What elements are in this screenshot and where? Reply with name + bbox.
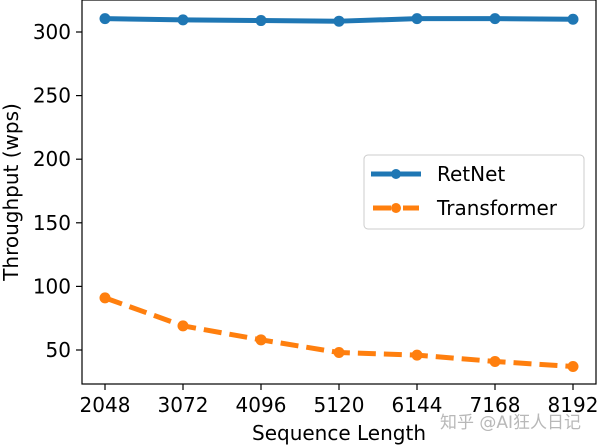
series-transformer: [99, 292, 579, 373]
legend-item-transformer: Transformer: [373, 196, 558, 220]
y-tick-label: 300: [33, 20, 71, 44]
x-tick-label: 3072: [158, 393, 209, 417]
legend-marker-transformer-icon: [391, 203, 401, 213]
data-point-marker-icon: [177, 14, 189, 26]
y-axis: 50 100 150 200 250 300: [33, 20, 82, 362]
legend: RetNet Transformer: [363, 154, 585, 230]
data-point-marker-icon: [255, 334, 267, 346]
data-point-marker-icon: [411, 349, 423, 361]
data-point-marker-icon: [489, 355, 501, 367]
data-point-marker-icon: [99, 292, 111, 304]
y-tick-label: 200: [33, 147, 71, 171]
x-tick-label: 8192: [548, 393, 599, 417]
data-point-marker-icon: [255, 15, 267, 27]
legend-item-retnet: RetNet: [371, 162, 505, 186]
x-tick-label: 6144: [392, 393, 443, 417]
data-point-marker-icon: [99, 13, 111, 25]
y-tick-label: 250: [33, 84, 71, 108]
y-axis-label: Throughput (wps): [0, 103, 23, 282]
data-point-marker-icon: [567, 361, 579, 373]
x-tick-label: 5120: [314, 393, 365, 417]
legend-label-transformer: Transformer: [436, 196, 558, 220]
x-axis-label: Sequence Length: [252, 421, 426, 445]
x-tick-label: 4096: [236, 393, 287, 417]
y-tick-label: 50: [46, 338, 71, 362]
legend-marker-retnet-icon: [391, 169, 401, 179]
x-tick-label: 2048: [80, 393, 131, 417]
data-point-marker-icon: [489, 13, 501, 25]
data-point-marker-icon: [333, 347, 345, 359]
legend-label-retnet: RetNet: [437, 162, 505, 186]
series-retnet: [99, 13, 579, 27]
series-layer: [99, 13, 579, 373]
data-point-marker-icon: [411, 13, 423, 25]
data-point-marker-icon: [567, 13, 579, 25]
y-tick-label: 150: [33, 211, 71, 235]
x-tick-label: 7168: [470, 393, 521, 417]
data-point-marker-icon: [177, 320, 189, 332]
watermark: 知乎 @AI狂人日记: [440, 413, 581, 433]
data-point-marker-icon: [333, 15, 345, 27]
x-axis: 2048 3072 4096 5120 6144 7168 8192: [80, 384, 599, 417]
y-tick-label: 100: [33, 274, 71, 298]
